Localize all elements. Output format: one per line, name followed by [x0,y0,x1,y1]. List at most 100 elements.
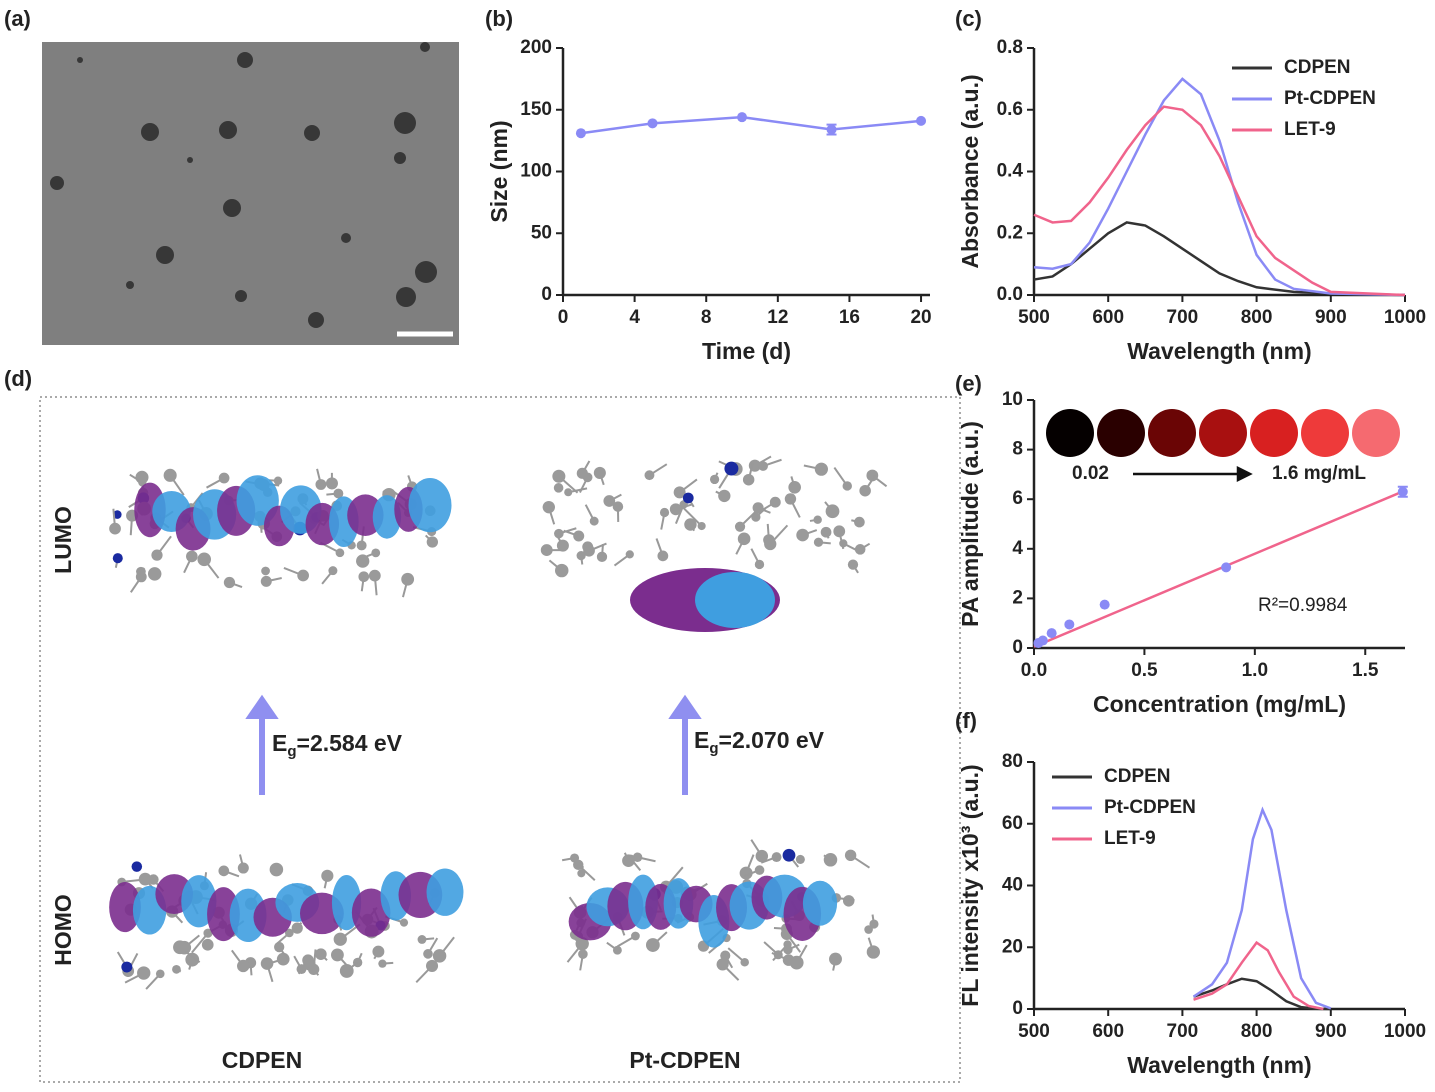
atom [542,500,555,514]
arrow [245,694,279,795]
x-tick-label: 1000 [1384,1021,1426,1042]
atom [631,931,640,941]
atom [657,550,669,562]
x-tick-label: 700 [1167,307,1199,328]
particle [394,112,416,134]
x-tick-label: 1000 [1384,307,1426,328]
x-axis-label: Wavelength (nm) [1127,338,1311,364]
y-tick-label: 4 [1012,538,1023,559]
y-tick-label: 0 [1012,998,1023,1019]
inset-well [1199,409,1247,457]
y-tick-label: 6 [1012,488,1023,509]
inset-well [1301,409,1349,457]
atom [645,938,660,952]
atom [201,938,214,951]
atom [864,925,873,934]
atom [866,469,879,482]
series-line [580,115,922,135]
molecule-label: Pt-CDPEN [629,1047,740,1073]
atom [593,466,606,479]
atom [425,959,439,972]
atom [137,966,151,980]
atom [795,854,805,864]
atom [540,544,553,557]
orbital-lobe [408,478,452,533]
atom [417,935,427,944]
gap-label: Eg=2.070 eV [694,727,825,757]
atom [724,461,739,476]
atom [844,849,857,862]
atom [237,862,249,874]
atom [356,554,370,568]
annotation: R²=0.9984 [1258,595,1348,616]
atom [773,950,783,960]
atom [697,521,706,531]
series-line [1033,489,1406,648]
atom [769,496,781,508]
atom [866,945,880,959]
atom [223,576,236,589]
atom [218,865,230,877]
atom [833,525,846,538]
atom [163,468,177,482]
atom [173,940,187,955]
x-tick-label: 800 [1241,307,1273,328]
y-tick-label: 8 [1012,439,1023,460]
panel-label: (b) [485,6,513,31]
atom [763,534,775,546]
particle [396,287,416,307]
y-tick-label: 0.8 [997,37,1023,58]
panel-label: (c) [955,6,982,31]
atom [368,569,381,582]
atom [659,507,670,518]
x-tick-label: 500 [1018,307,1050,328]
x-tick-label: 8 [701,307,712,328]
particle [156,246,174,264]
y-tick-label: 50 [531,222,552,243]
atom [269,862,284,877]
atom [274,941,285,953]
inset-label: 1.6 mg/mL [1272,463,1366,484]
particle [308,312,324,328]
atom [155,969,165,979]
marker [916,115,927,126]
orbital-lobe [426,868,464,916]
atom [632,852,643,863]
orbital-lobe [207,887,240,942]
atom [556,539,569,552]
legend-label: Pt-CDPEN [1104,797,1196,818]
atom [284,928,294,938]
inset-arrow [1133,465,1253,483]
x-tick-label: 1.0 [1242,660,1268,681]
particle [420,42,430,52]
tem-image [42,42,459,345]
x-tick-label: 900 [1315,307,1347,328]
atom [339,964,354,978]
x-tick-label: 900 [1315,1021,1347,1042]
atom [564,488,573,497]
x-tick-label: 600 [1092,1021,1124,1042]
atom [596,551,608,562]
atom [814,462,828,476]
particle [415,261,437,283]
y-axis-label: Size (nm) [486,120,512,222]
atom [356,540,367,551]
marker [1064,619,1075,630]
y-tick-label: 20 [1002,936,1023,957]
atom [669,503,682,516]
legend-label: LET-9 [1104,828,1156,849]
atom [859,484,871,497]
legend-label: CDPEN [1104,766,1171,787]
y-axis-label: FL intensity x10³ (a.u.) [957,764,983,1006]
atom [297,569,309,582]
gap-label: Eg=2.584 eV [272,730,403,760]
atom [186,550,198,563]
atom [172,964,181,974]
atom [720,950,731,961]
atom [358,571,370,583]
atom [570,853,580,863]
y-tick-label: 0 [541,284,552,305]
atom [315,479,327,490]
atom [716,958,729,971]
particle [126,281,134,289]
